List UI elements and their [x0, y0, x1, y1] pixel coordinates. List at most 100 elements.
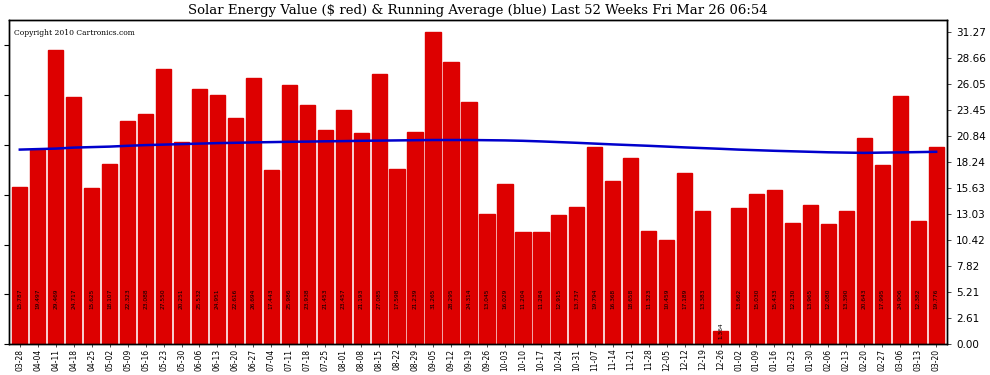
Bar — [874, 165, 890, 344]
Bar — [659, 240, 674, 344]
Bar — [677, 173, 692, 344]
Text: 27.085: 27.085 — [376, 289, 382, 309]
Text: 24.951: 24.951 — [215, 289, 220, 309]
Text: 13.662: 13.662 — [736, 289, 741, 309]
Text: 29.469: 29.469 — [53, 289, 58, 309]
Text: 17.189: 17.189 — [682, 289, 687, 309]
Text: 19.794: 19.794 — [592, 289, 597, 309]
Text: 19.497: 19.497 — [36, 289, 41, 309]
Text: 20.643: 20.643 — [861, 289, 867, 309]
Text: 13.390: 13.390 — [843, 289, 848, 309]
Title: Solar Energy Value ($ red) & Running Average (blue) Last 52 Weeks Fri Mar 26 06:: Solar Energy Value ($ red) & Running Ave… — [188, 4, 768, 17]
Bar — [246, 78, 261, 344]
Text: 21.193: 21.193 — [358, 289, 363, 309]
Text: 12.915: 12.915 — [556, 289, 561, 309]
Text: 12.130: 12.130 — [790, 289, 795, 309]
Bar — [210, 95, 225, 344]
Bar — [821, 224, 836, 344]
Text: 17.443: 17.443 — [269, 289, 274, 309]
Text: 1.364: 1.364 — [718, 322, 723, 339]
Text: 17.995: 17.995 — [880, 289, 885, 309]
Bar — [102, 164, 117, 344]
Text: 25.532: 25.532 — [197, 289, 202, 309]
Text: 15.433: 15.433 — [772, 289, 777, 309]
Bar — [30, 150, 46, 344]
Bar — [785, 223, 800, 344]
Text: 16.368: 16.368 — [610, 289, 615, 309]
Text: 21.239: 21.239 — [413, 289, 418, 309]
Text: 31.265: 31.265 — [431, 289, 436, 309]
Bar — [66, 98, 81, 344]
Bar — [551, 215, 566, 344]
Bar — [336, 110, 350, 344]
Bar — [605, 181, 621, 344]
Text: 21.453: 21.453 — [323, 289, 328, 309]
Bar — [282, 85, 297, 344]
Bar — [893, 96, 908, 344]
Bar — [49, 50, 63, 344]
Bar — [767, 190, 782, 344]
Bar — [929, 147, 943, 344]
Text: 24.906: 24.906 — [898, 289, 903, 309]
Bar — [192, 89, 207, 344]
Text: 27.550: 27.550 — [161, 289, 166, 309]
Bar — [587, 147, 602, 344]
Text: 22.323: 22.323 — [125, 289, 130, 309]
Bar — [479, 214, 495, 344]
Bar — [12, 187, 28, 344]
Text: 10.459: 10.459 — [664, 289, 669, 309]
Bar — [228, 118, 244, 344]
Bar — [911, 221, 926, 344]
Bar — [263, 170, 279, 344]
Bar — [713, 331, 729, 344]
Text: 13.045: 13.045 — [484, 289, 489, 309]
Text: 23.938: 23.938 — [305, 289, 310, 309]
Bar — [569, 207, 584, 344]
Text: 15.625: 15.625 — [89, 289, 94, 309]
Bar — [803, 205, 818, 344]
Bar — [155, 69, 171, 344]
Text: 11.323: 11.323 — [646, 289, 651, 309]
Text: 20.251: 20.251 — [179, 289, 184, 309]
Bar — [731, 208, 746, 344]
Bar — [444, 62, 458, 344]
Bar — [695, 211, 710, 344]
Text: 22.616: 22.616 — [233, 289, 238, 309]
Bar — [353, 133, 369, 344]
Bar — [642, 231, 656, 344]
Text: 17.598: 17.598 — [395, 289, 400, 309]
Text: 12.080: 12.080 — [826, 289, 831, 309]
Text: 23.088: 23.088 — [144, 289, 148, 309]
Bar — [497, 184, 513, 344]
Text: 18.658: 18.658 — [629, 289, 634, 309]
Text: 11.284: 11.284 — [539, 289, 544, 309]
Bar — [534, 232, 548, 344]
Bar — [623, 158, 639, 344]
Text: 26.694: 26.694 — [250, 289, 255, 309]
Text: 24.314: 24.314 — [466, 289, 471, 309]
Bar — [300, 105, 315, 344]
Bar — [839, 211, 854, 344]
Bar — [426, 32, 441, 344]
Text: 23.457: 23.457 — [341, 289, 346, 309]
Text: 13.383: 13.383 — [700, 289, 705, 309]
Text: 19.776: 19.776 — [934, 289, 939, 309]
Text: 28.295: 28.295 — [448, 289, 453, 309]
Text: 13.965: 13.965 — [808, 289, 813, 309]
Text: 16.029: 16.029 — [503, 289, 508, 309]
Bar — [856, 138, 872, 344]
Text: Copyright 2010 Cartronics.com: Copyright 2010 Cartronics.com — [14, 30, 135, 38]
Bar — [389, 169, 405, 344]
Bar — [408, 132, 423, 344]
Bar — [84, 188, 99, 344]
Bar — [461, 102, 476, 344]
Bar — [138, 114, 153, 344]
Bar — [318, 130, 333, 344]
Text: 15.030: 15.030 — [754, 289, 759, 309]
Text: 13.737: 13.737 — [574, 289, 579, 309]
Text: 15.787: 15.787 — [17, 289, 23, 309]
Text: 24.717: 24.717 — [71, 289, 76, 309]
Bar — [515, 232, 531, 344]
Text: 11.204: 11.204 — [521, 289, 526, 309]
Text: 12.382: 12.382 — [916, 289, 921, 309]
